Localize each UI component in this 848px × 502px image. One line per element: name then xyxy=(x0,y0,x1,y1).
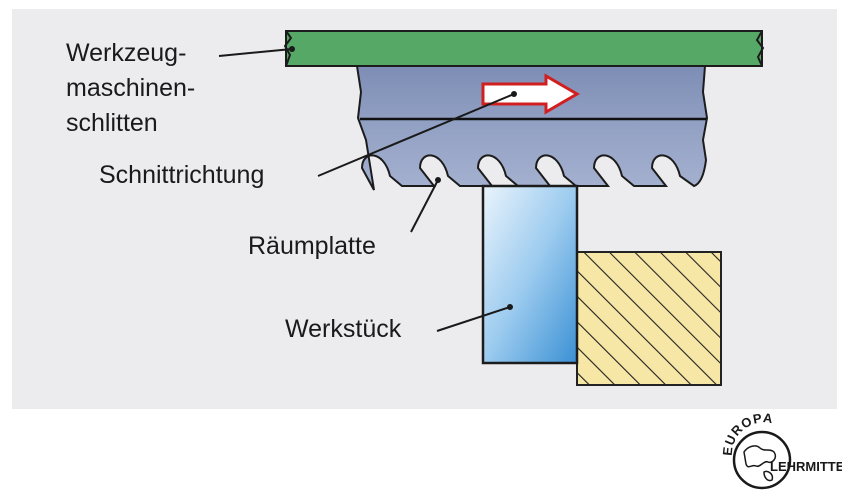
slide-break-right xyxy=(755,30,765,67)
cutting-direction-arrow xyxy=(481,73,580,115)
fixture-hatched xyxy=(576,251,722,386)
label-broach-plate: Räumplatte xyxy=(248,232,376,260)
broach-plate xyxy=(355,65,709,191)
label-slide-line-1: Werkzeug- xyxy=(66,39,187,67)
leader-slide xyxy=(218,48,293,57)
machine-slide xyxy=(285,30,763,67)
logo-bottom-text: LEHRMITTEL xyxy=(770,459,842,474)
label-slide-line-3: schlitten xyxy=(66,109,158,137)
leader-broach-plate-dot xyxy=(435,177,441,183)
europa-lehrmittel-logo: EUROPA LEHRMITTEL xyxy=(720,410,842,490)
label-cutting-direction: Schnittrichtung xyxy=(99,161,265,189)
workpiece xyxy=(481,184,579,365)
leader-cutting-direction xyxy=(317,93,515,177)
logo-continents xyxy=(743,445,777,482)
label-slide-line-2: maschinen- xyxy=(66,74,196,102)
leader-broach-plate xyxy=(410,179,439,233)
label-workpiece: Werkstück xyxy=(285,315,402,343)
slide-break-left xyxy=(283,30,293,67)
leader-cutting-direction-dot xyxy=(511,91,517,97)
leader-slide-dot xyxy=(289,46,295,52)
leader-workpiece-dot xyxy=(507,304,513,310)
leader-workpiece xyxy=(436,306,511,332)
